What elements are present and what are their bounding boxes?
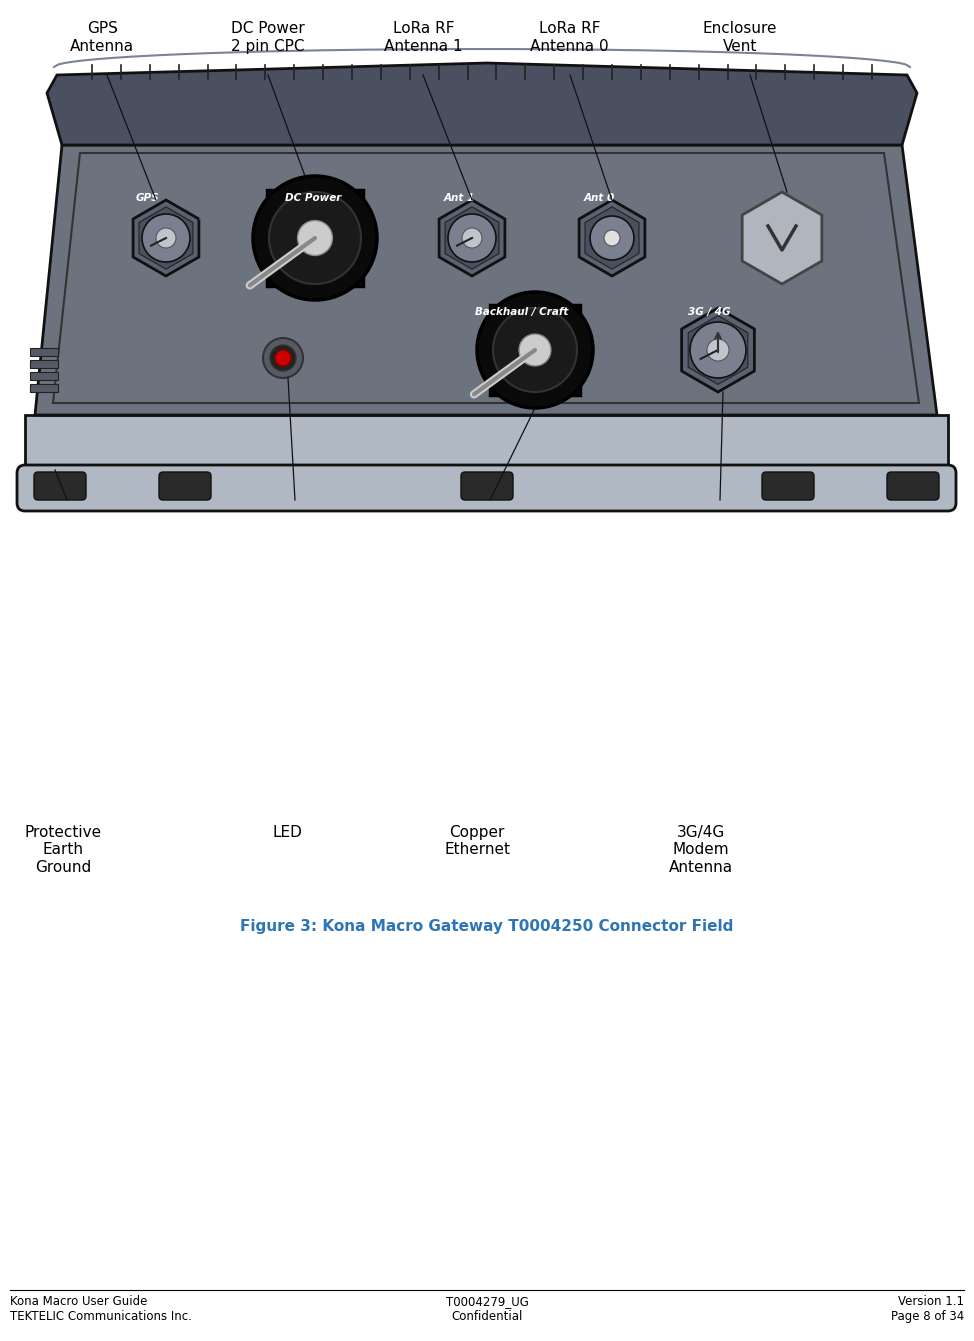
Text: GPS: GPS <box>136 193 160 202</box>
Polygon shape <box>133 200 199 276</box>
Circle shape <box>270 345 296 371</box>
FancyBboxPatch shape <box>159 472 211 500</box>
Circle shape <box>448 215 496 261</box>
Bar <box>30 359 58 367</box>
Text: LoRa RF
Antenna 1: LoRa RF Antenna 1 <box>385 21 463 54</box>
Text: T0004279_UG
Confidential: T0004279_UG Confidential <box>445 1295 529 1324</box>
FancyBboxPatch shape <box>17 465 956 511</box>
Text: Ant 0: Ant 0 <box>584 193 616 202</box>
Circle shape <box>253 176 377 300</box>
Polygon shape <box>35 145 937 414</box>
Bar <box>30 371 58 380</box>
Circle shape <box>707 339 729 361</box>
Polygon shape <box>47 63 917 145</box>
Polygon shape <box>689 315 748 385</box>
Polygon shape <box>439 200 505 276</box>
Circle shape <box>297 220 332 256</box>
Polygon shape <box>490 304 581 396</box>
Text: Version 1.1
Page 8 of 34: Version 1.1 Page 8 of 34 <box>891 1295 964 1324</box>
Text: LED: LED <box>273 825 302 839</box>
Circle shape <box>493 308 577 392</box>
Circle shape <box>263 338 303 378</box>
Text: 3G/4G
Modem
Antenna: 3G/4G Modem Antenna <box>669 825 733 874</box>
Polygon shape <box>25 414 948 488</box>
Text: Ant 1: Ant 1 <box>444 193 475 202</box>
Polygon shape <box>682 308 755 392</box>
Circle shape <box>604 231 620 245</box>
Polygon shape <box>742 192 822 284</box>
Text: Copper
Ethernet: Copper Ethernet <box>444 825 510 857</box>
Text: Figure 3: Kona Macro Gateway T0004250 Connector Field: Figure 3: Kona Macro Gateway T0004250 Co… <box>241 919 733 933</box>
Text: Protective
Earth
Ground: Protective Earth Ground <box>24 825 102 874</box>
Text: 3G / 4G: 3G / 4G <box>688 307 730 316</box>
Text: GPS
Antenna: GPS Antenna <box>70 21 134 54</box>
Bar <box>30 384 58 392</box>
Bar <box>30 349 58 355</box>
Polygon shape <box>267 190 363 286</box>
Text: Backhaul / Craft: Backhaul / Craft <box>475 307 569 316</box>
FancyBboxPatch shape <box>887 472 939 500</box>
Text: DC Power: DC Power <box>285 193 341 202</box>
FancyBboxPatch shape <box>762 472 814 500</box>
Polygon shape <box>139 207 193 270</box>
Text: DC Power
2 pin CPC: DC Power 2 pin CPC <box>231 21 305 54</box>
Circle shape <box>156 228 176 248</box>
Circle shape <box>690 322 746 378</box>
Circle shape <box>275 350 291 366</box>
Circle shape <box>477 292 593 408</box>
Circle shape <box>462 228 482 248</box>
Text: LoRa RF
Antenna 0: LoRa RF Antenna 0 <box>531 21 609 54</box>
Circle shape <box>590 216 634 260</box>
Polygon shape <box>580 200 645 276</box>
Circle shape <box>519 334 551 366</box>
Polygon shape <box>445 207 499 270</box>
Text: Enclosure
Vent: Enclosure Vent <box>703 21 777 54</box>
FancyBboxPatch shape <box>34 472 86 500</box>
FancyBboxPatch shape <box>461 472 513 500</box>
Circle shape <box>142 215 190 261</box>
Circle shape <box>269 192 361 284</box>
Polygon shape <box>585 207 639 270</box>
Text: Kona Macro User Guide
TEKTELIC Communications Inc.: Kona Macro User Guide TEKTELIC Communica… <box>10 1295 192 1324</box>
